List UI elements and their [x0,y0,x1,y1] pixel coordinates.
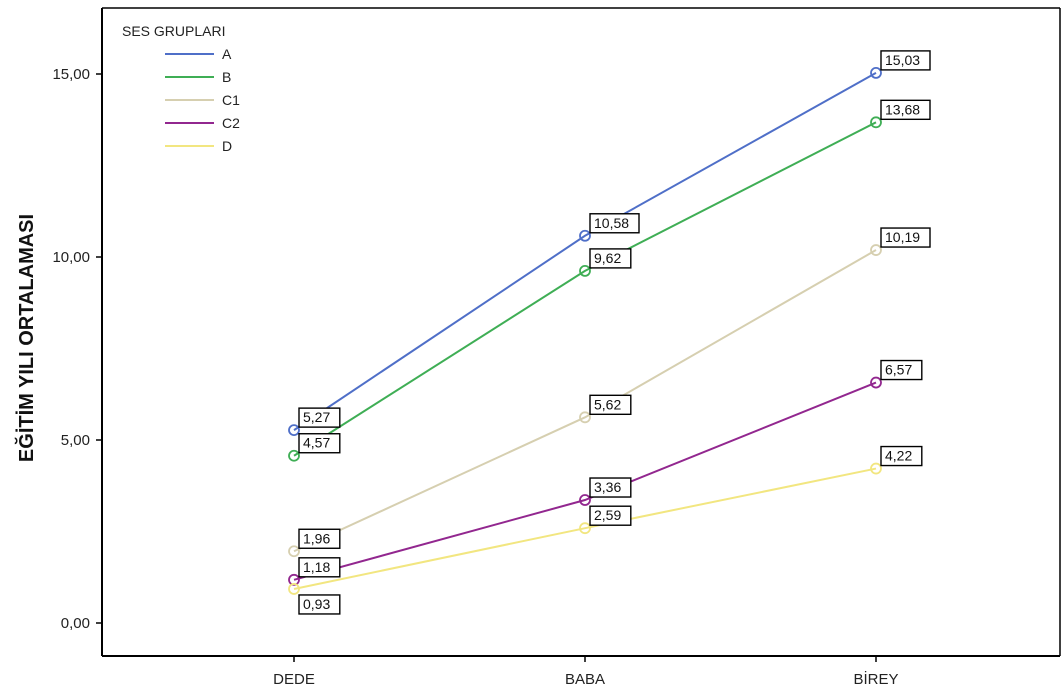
data-point [288,424,300,437]
data-label: 3,36 [594,479,621,495]
data-point [870,244,882,256]
data-point [870,67,882,79]
data-label-box [298,594,341,615]
data-label-box [298,528,341,549]
data-label-box [298,557,341,578]
x-tick-label: BİREY [853,670,898,688]
series-line-c2 [293,381,877,581]
data-point [288,449,300,462]
legend-label-c1: C1 [222,92,240,108]
data-label: 15,03 [885,52,920,68]
y-tick-label: 0,00 [61,615,90,632]
data-label: 5,27 [303,409,330,425]
legend-label-b: B [222,69,231,85]
data-label: 4,22 [885,448,912,464]
y-axis-title: EĞİTİM YILI ORTALAMASI [14,214,38,462]
data-label-box [589,505,632,526]
data-label: 0,93 [303,596,330,612]
x-tick-label: BABA [565,671,605,688]
data-point [870,376,882,389]
legend-label-d: D [222,138,232,154]
data-label: 2,59 [594,507,621,523]
series-line-b [293,121,877,457]
data-label-box [880,50,931,71]
x-tick-label: DEDE [273,671,315,688]
legend-label-a: A [222,46,232,62]
data-label: 5,62 [594,396,621,412]
data-labels-layer: 5,27 10,58 15,03 4,57 9,62 13,68 1,96 5,62 10,19… [298,50,931,615]
legend-label-c2: C2 [222,115,240,131]
data-point [288,545,300,558]
data-label-box [880,99,931,121]
data-label-box [298,433,341,454]
legend: SES GRUPLARI AB C1 C2 D [122,23,240,154]
data-point [288,583,300,595]
series-line-c1 [293,249,877,553]
y-tick-label: 5,00 [61,432,90,449]
data-label: 1,18 [303,559,330,575]
data-label-box [589,248,632,269]
data-point [579,522,591,535]
data-label-box [589,213,640,234]
series-line-d [293,467,877,590]
data-label-box [589,477,632,498]
data-label: 1,96 [303,530,330,546]
data-label-box [880,227,931,248]
data-point [579,265,591,277]
data-point [579,411,591,424]
legend-title: SES GRUPLARI [122,23,225,39]
data-label-box [298,407,341,428]
series-line-a [293,72,877,431]
data-point [870,462,882,475]
y-tick-label: 15,00 [52,66,90,83]
axes: 0,00 5,00 10,00 15,00 DEDE BABA BİREY [52,7,1061,688]
data-point [579,494,591,506]
data-label-box [880,359,923,381]
y-tick-label: 10,00 [52,249,90,266]
data-label-box [880,445,923,467]
data-label: 4,57 [303,435,330,451]
data-label: 10,19 [885,229,920,245]
data-label: 10,58 [594,215,629,231]
data-label: 13,68 [885,101,920,117]
data-label-box [589,394,632,416]
series-layer [288,67,882,595]
data-point [579,229,591,242]
data-label: 9,62 [594,250,621,266]
data-label: 6,57 [885,362,912,378]
data-point [870,116,882,129]
